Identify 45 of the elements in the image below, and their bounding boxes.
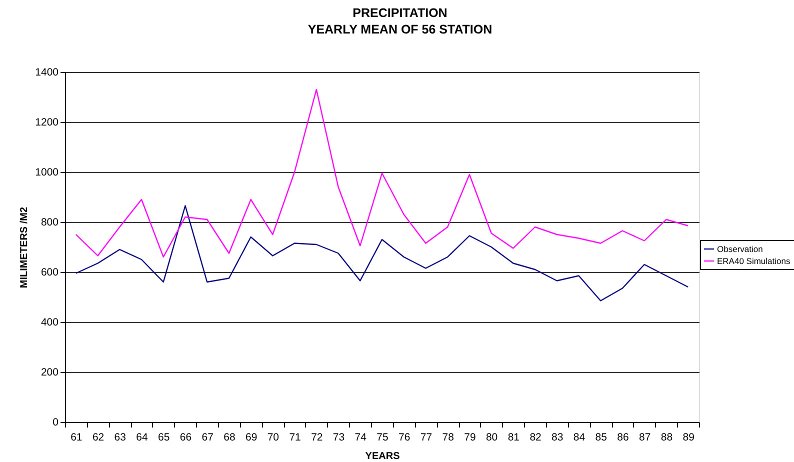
x-tick-label: 77 [420,432,432,444]
y-axis-title: MILIMETERS /M2 [19,206,30,288]
x-tick-label: 67 [202,432,214,444]
x-tick-label: 89 [682,432,695,444]
x-tick-label: 82 [530,432,542,444]
x-tick-label: 70 [267,432,280,444]
y-tick-label: 0 [52,416,59,428]
line-series [75,88,689,258]
x-tick-label: 78 [442,432,454,444]
x-tick-label: 85 [595,432,608,444]
x-tick-label: 65 [158,432,170,444]
x-tick-label: 76 [398,432,410,444]
y-tick-label: 1000 [35,166,59,178]
x-tick-label: 75 [376,432,388,444]
x-tick-label: 79 [464,432,476,444]
x-tick-label: 68 [224,432,236,444]
x-tick-label: 87 [639,432,651,444]
x-tick-label: 66 [180,432,192,444]
chart-subtitle: YEARLY MEAN OF 56 STATION [308,22,492,36]
x-axis-title: YEARS [365,451,400,462]
x-tick-label: 63 [114,432,126,444]
legend-label: ERA40 Simulations [717,256,790,266]
x-tick-label: 72 [311,432,323,444]
y-tick-label: 600 [40,266,59,278]
x-tick-label: 86 [617,432,629,444]
y-tick-label: 800 [40,216,59,228]
x-tick-label: 74 [354,432,367,444]
y-tick-label: 1200 [35,116,59,128]
x-tick-label: 61 [70,432,82,444]
x-tick-label: 81 [508,432,520,444]
y-tick-label: 400 [40,316,59,328]
chart-title: PRECIPITATION [352,6,448,20]
line-series [75,205,689,302]
x-tick-label: 69 [245,432,258,444]
x-tick-label: 73 [332,432,345,444]
y-tick-label: 1400 [35,66,59,78]
x-tick-label: 80 [486,432,498,444]
x-tick-label: 71 [289,432,302,444]
x-tick-label: 88 [660,432,673,444]
x-tick-label: 83 [552,432,564,444]
legend-label: Observation [717,244,764,254]
x-tick-label: 84 [573,432,586,444]
x-tick-label: 64 [136,432,148,444]
y-tick-label: 200 [40,366,59,378]
x-tick-label: 62 [92,432,104,444]
